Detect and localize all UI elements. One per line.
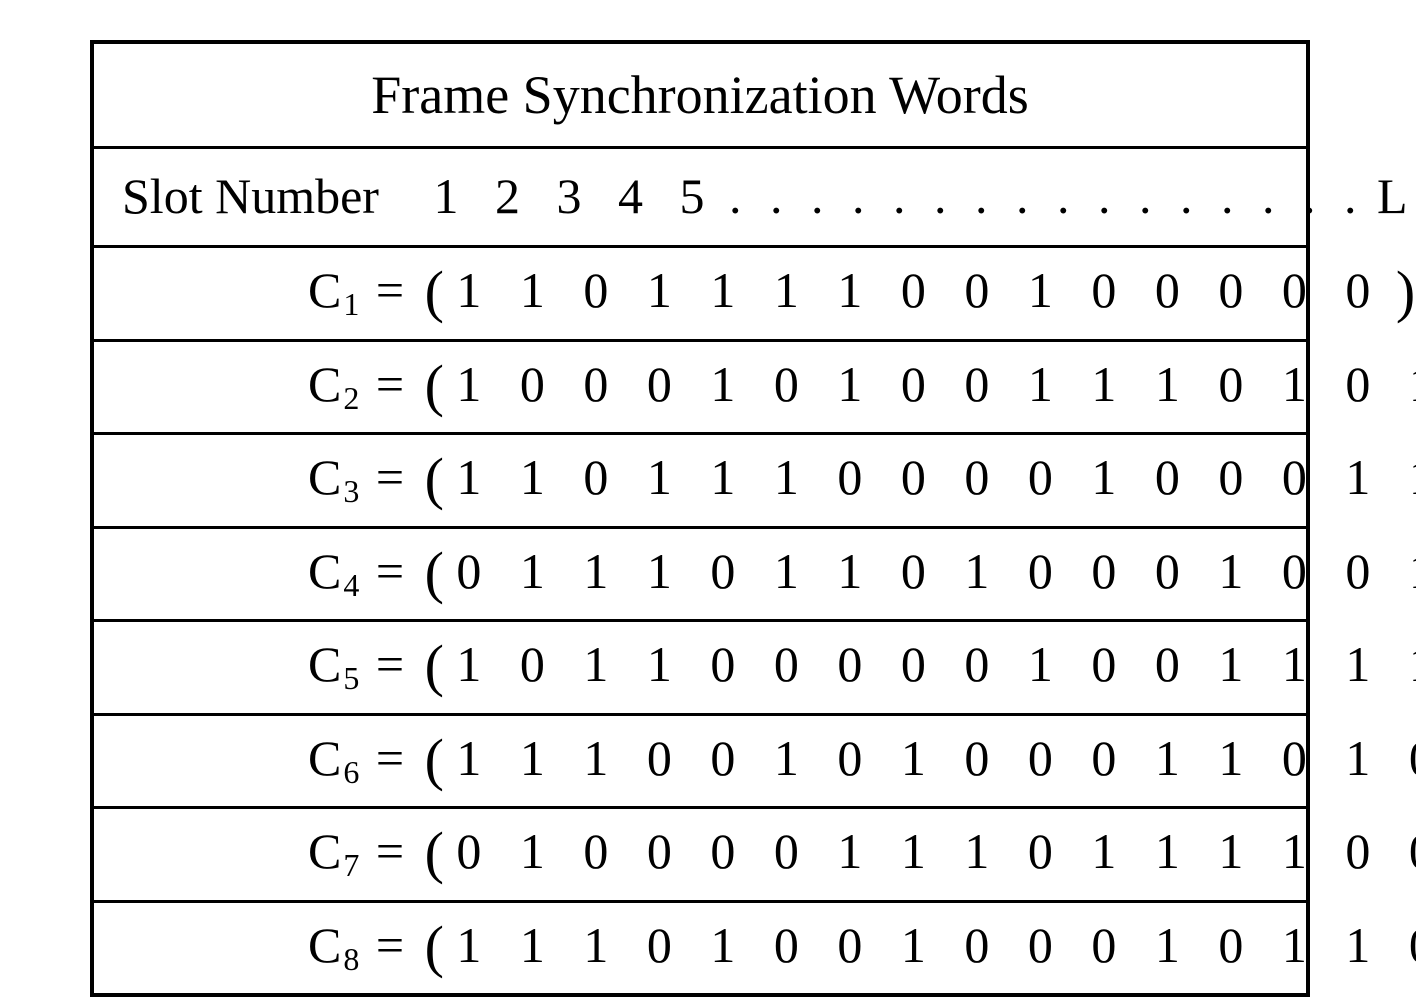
open-paren: ( (425, 350, 444, 423)
code-symbol: C (308, 917, 341, 973)
equals-sign: = (376, 540, 404, 603)
open-paren: ( (425, 817, 444, 890)
code-row-8: C8 = ( 1 1 1 0 1 0 0 1 0 0 0 1 0 1 1 0 ) (94, 900, 1306, 994)
code-subscript: 1 (343, 286, 359, 322)
open-paren: ( (425, 443, 444, 516)
code-bits: 1 1 1 0 0 1 0 1 0 0 0 1 1 0 1 0 (456, 727, 1416, 790)
code-subscript: 8 (343, 941, 359, 977)
code-subscript: 3 (343, 473, 359, 509)
equals-sign: = (376, 633, 404, 696)
code-bits: 1 0 1 1 0 0 0 0 0 1 0 0 1 1 1 1 (456, 633, 1416, 696)
code-row-1: C1 = ( 1 1 0 1 1 1 1 0 0 1 0 0 0 0 0 ) (94, 245, 1306, 339)
code-symbol: C (308, 543, 341, 599)
code-row-4: C4 = ( 0 1 1 1 0 1 1 0 1 0 0 0 1 0 0 1 ) (94, 526, 1306, 620)
code-label: C6 (308, 727, 361, 792)
table-title-row: Frame Synchronization Words (94, 44, 1306, 146)
open-paren: ( (425, 256, 444, 329)
code-label: C7 (308, 820, 361, 885)
code-label: C3 (308, 446, 361, 511)
equals-sign: = (376, 353, 404, 416)
code-label: C4 (308, 540, 361, 605)
code-row-5: C5 = ( 1 0 1 1 0 0 0 0 0 1 0 0 1 1 1 1 ) (94, 619, 1306, 713)
code-row-3: C3 = ( 1 1 0 1 1 1 0 0 0 0 1 0 0 0 1 1 ) (94, 432, 1306, 526)
code-bits: 1 0 0 0 1 0 1 0 0 1 1 1 0 1 0 1 (456, 353, 1416, 416)
code-label: C8 (308, 914, 361, 979)
code-subscript: 4 (343, 567, 359, 603)
code-symbol: C (308, 449, 341, 505)
slot-digits: 1 2 3 4 5 (433, 165, 716, 228)
code-symbol: C (308, 262, 341, 318)
code-label: C1 (308, 259, 361, 324)
code-symbol: C (308, 730, 341, 786)
open-paren: ( (425, 724, 444, 797)
table-title: Frame Synchronization Words (371, 65, 1029, 125)
open-paren: ( (425, 630, 444, 703)
code-subscript: 2 (343, 380, 359, 416)
code-symbol: C (308, 636, 341, 692)
code-bits: 1 1 1 0 1 0 0 1 0 0 0 1 0 1 1 0 (456, 914, 1416, 977)
code-bits: 0 1 0 0 0 0 1 1 1 0 1 1 1 1 0 0 (456, 820, 1416, 883)
code-bits: 1 1 0 1 1 1 0 0 0 0 1 0 0 0 1 1 (456, 446, 1416, 509)
code-row-7: C7 = ( 0 1 0 0 0 0 1 1 1 0 1 1 1 1 0 0 ) (94, 806, 1306, 900)
slot-label: Slot Number (122, 165, 379, 228)
code-subscript: 6 (343, 754, 359, 790)
code-symbol: C (308, 823, 341, 879)
code-subscript: 7 (343, 847, 359, 883)
equals-sign: = (376, 914, 404, 977)
equals-sign: = (376, 820, 404, 883)
code-bits: 1 1 0 1 1 1 1 0 0 1 0 0 0 0 0 (456, 259, 1383, 322)
code-row-6: C6 = ( 1 1 1 0 0 1 0 1 0 0 0 1 1 0 1 0 ) (94, 713, 1306, 807)
code-label: C5 (308, 633, 361, 698)
code-row-2: C2 = ( 1 0 0 0 1 0 1 0 0 1 1 1 0 1 0 1 ) (94, 339, 1306, 433)
code-symbol: C (308, 356, 341, 412)
slot-end: L (1377, 165, 1408, 228)
code-label: C2 (308, 353, 361, 418)
equals-sign: = (376, 259, 404, 322)
equals-sign: = (376, 446, 404, 509)
close-paren: ) (1396, 256, 1415, 329)
equals-sign: = (376, 727, 404, 790)
slot-number-row: Slot Number 1 2 3 4 5 . . . . . . . . . … (94, 146, 1306, 246)
open-paren: ( (425, 911, 444, 984)
slot-dots: . . . . . . . . . . . . . . . . (729, 165, 1365, 228)
code-bits: 0 1 1 1 0 1 1 0 1 0 0 0 1 0 0 1 (456, 540, 1416, 603)
page: Frame Synchronization Words Slot Number … (0, 0, 1416, 1008)
code-subscript: 5 (343, 660, 359, 696)
open-paren: ( (425, 537, 444, 610)
sync-words-table: Frame Synchronization Words Slot Number … (90, 40, 1310, 997)
